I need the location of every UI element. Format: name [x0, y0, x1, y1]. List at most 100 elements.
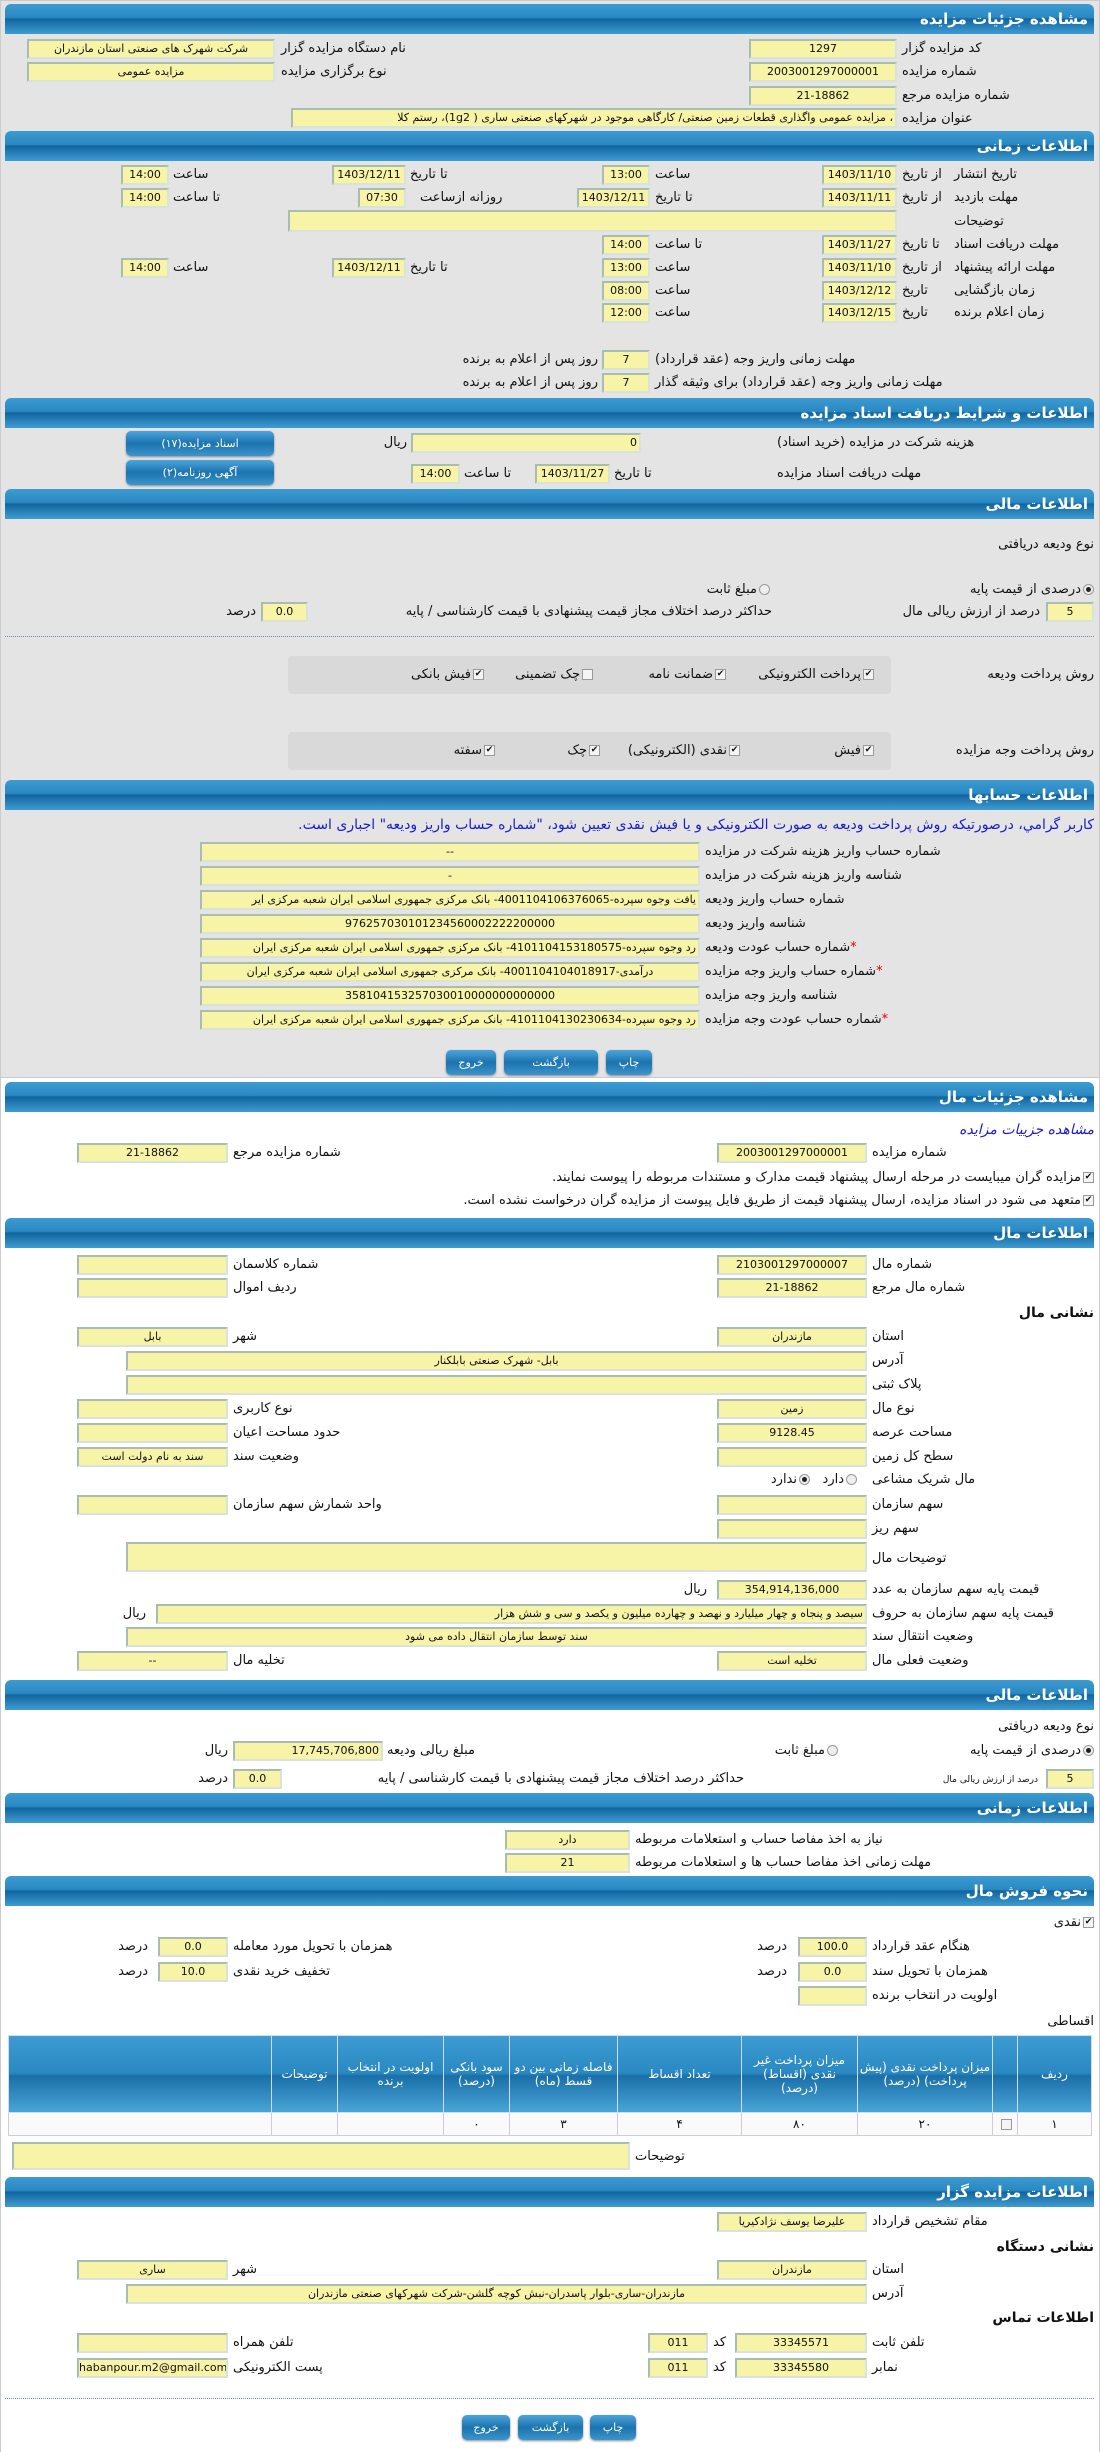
share-field[interactable] [717, 1495, 867, 1515]
org-name-field[interactable]: شرکت شهرک های صنعتی استان مازندران [27, 39, 275, 59]
item-auction-ref[interactable]: 21-18862 [77, 1143, 228, 1163]
opening-time[interactable]: 08:00 [602, 281, 650, 301]
checkbox-unchecked-icon[interactable] [1000, 2119, 1012, 2130]
class-field[interactable] [77, 1255, 228, 1275]
checkbox-checked-icon[interactable]: ✔ [589, 745, 600, 756]
seller-address-field[interactable]: مازندران-ساری-بلوار پاسدران-نبش کوچه گلش… [126, 2284, 867, 2304]
deposit-method-electronic[interactable]: ✔پرداخت الکترونیکی [758, 666, 874, 684]
fee-field[interactable]: 0 [411, 433, 641, 453]
account-field[interactable]: رد وجوه سپرده-4101104130230634- بانک مرک… [200, 1010, 700, 1030]
radio-unchecked-icon[interactable] [759, 584, 770, 595]
evacuation-field[interactable]: -- [77, 1651, 228, 1671]
attach-docs-check[interactable]: ✔مزایده گران میبایست در مرحله ارسال پیشن… [552, 1169, 1094, 1187]
account-field[interactable]: 358104153257030010000000000000 [200, 986, 700, 1006]
address-field[interactable]: بابل- شهرک صنعتی بابلکنار [126, 1351, 867, 1371]
print-button[interactable]: چاپ [606, 1050, 652, 1075]
radio-unchecked-icon[interactable] [827, 1745, 838, 1756]
visit-daily-from[interactable]: 07:30 [358, 188, 406, 208]
payment-method-cash[interactable]: ✔نقدی (الکترونیکی) [628, 742, 740, 760]
discount-field[interactable]: 10.0 [158, 1962, 228, 1982]
pay-deadline-guarantor-field[interactable]: 7 [602, 373, 650, 393]
max-diff-field[interactable]: 0.0 [233, 1769, 282, 1789]
radio-unchecked-icon[interactable] [846, 1474, 857, 1485]
sale-notes-field[interactable] [12, 2142, 630, 2170]
account-field[interactable]: 976257030101234560002222200000 [200, 914, 700, 934]
phone-code-field[interactable]: 011 [648, 2333, 708, 2353]
share-unit-field[interactable] [77, 1495, 228, 1515]
docs-to-time[interactable]: 14:00 [602, 235, 650, 255]
auction-docs-button[interactable]: اسناد مزایده(۱۷) [126, 431, 274, 456]
account-field[interactable]: - [200, 866, 700, 886]
winner-date[interactable]: 1403/12/15 [822, 303, 897, 323]
max-diff-field[interactable]: 0.0 [261, 602, 308, 622]
checkbox-checked-icon[interactable]: ✔ [715, 669, 726, 680]
offer-to-date[interactable]: 1403/12/11 [332, 258, 406, 278]
auction-ref-field[interactable]: 21-18862 [749, 86, 897, 106]
auction-subject-field[interactable]: ، مزایده عمومی واگذاری قطعات زمین صنعتی/… [291, 108, 897, 128]
auction-type-field[interactable]: مزایده عمومی [27, 62, 275, 82]
status-field[interactable]: تخلیه است [717, 1651, 867, 1671]
delivery-percent-field[interactable]: 0.0 [158, 1937, 228, 1957]
opening-date[interactable]: 1403/12/12 [822, 281, 897, 301]
small-share-field[interactable] [717, 1519, 867, 1539]
account-field[interactable]: یافت وجوه سپرده-4001104106376065- بانک م… [200, 890, 700, 910]
fax-code-field[interactable]: 011 [648, 2358, 708, 2378]
email-field[interactable]: habanpour.m2@gmail.com [77, 2358, 228, 2378]
deposit-method-bank-slip[interactable]: ✔فیش بانکی [411, 666, 484, 684]
percent-field[interactable]: 5 [1046, 1769, 1094, 1789]
building-field[interactable] [77, 1423, 228, 1443]
account-field[interactable]: رد وجوه سپرده-4101104153180575- بانک مرک… [200, 938, 700, 958]
seller-province-field[interactable]: مازندران [717, 2260, 867, 2280]
pay-deadline-field[interactable]: 7 [602, 350, 650, 370]
docs-to-date[interactable]: 1403/11/27 [822, 235, 897, 255]
fixed-option[interactable]: مبلغ ثابت [775, 1742, 838, 1760]
plate-field[interactable] [126, 1375, 867, 1395]
publish-to-date[interactable]: 1403/12/11 [332, 165, 406, 185]
exit-button[interactable]: خروج [462, 2415, 510, 2440]
cash-check[interactable]: ✔نقدی [1054, 1914, 1094, 1932]
phone-field[interactable]: 33345571 [735, 2333, 867, 2353]
deed-percent-field[interactable]: 0.0 [798, 1962, 867, 1982]
commitment-check[interactable]: ✔متعهد می شود در اسناد مزایده، ارسال پیش… [463, 1192, 1094, 1210]
payment-method-slip[interactable]: ✔فیش [834, 742, 874, 760]
radio-checked-icon[interactable] [799, 1474, 810, 1485]
fax-field[interactable]: 33345580 [735, 2358, 867, 2378]
province-field[interactable]: مازندران [717, 1327, 867, 1347]
deposit-method-guarantee[interactable]: ✔ضمانت نامه [648, 666, 726, 684]
print-button[interactable]: چاپ [590, 2415, 636, 2440]
area-field[interactable]: 9128.45 [717, 1423, 867, 1443]
percent-field[interactable]: 5 [1046, 602, 1094, 622]
visit-to-date[interactable]: 1403/12/11 [577, 188, 650, 208]
back-button[interactable]: بازگشت [504, 1050, 598, 1075]
offer-to-time[interactable]: 14:00 [121, 258, 169, 278]
checkbox-checked-icon[interactable]: ✔ [1083, 1195, 1094, 1206]
city-field[interactable]: بابل [77, 1327, 228, 1347]
visit-from-date[interactable]: 1403/11/11 [822, 188, 897, 208]
radio-checked-icon[interactable] [1083, 1745, 1094, 1756]
newspaper-ad-button[interactable]: آگهی روزنامه(۲) [126, 460, 274, 485]
account-field[interactable]: -- [200, 842, 700, 862]
publish-from-time[interactable]: 13:00 [602, 165, 650, 185]
checkbox-checked-icon[interactable]: ✔ [863, 745, 874, 756]
auction-details-link[interactable]: مشاهده جزییات مزایده [959, 1122, 1094, 1138]
asset-row-field[interactable] [77, 1278, 228, 1298]
row-select-cell[interactable] [992, 2112, 1018, 2136]
winner-time[interactable]: 12:00 [602, 303, 650, 323]
priority-field[interactable] [798, 1986, 867, 2006]
back-button[interactable]: بازگشت [518, 2415, 583, 2440]
price-number-field[interactable]: 354,914,136,000 [717, 1580, 867, 1600]
checkbox-checked-icon[interactable]: ✔ [729, 745, 740, 756]
publish-from-date[interactable]: 1403/11/10 [822, 165, 897, 185]
publish-to-time[interactable]: 14:00 [121, 165, 169, 185]
kind-field[interactable]: زمین [717, 1399, 867, 1419]
checkbox-checked-icon[interactable]: ✔ [1083, 1172, 1094, 1183]
auction-number-field[interactable]: 2003001297000001 [749, 62, 897, 82]
payment-method-promissory[interactable]: ✔سفته [454, 742, 495, 760]
clearance-field[interactable]: دارد [505, 1830, 630, 1850]
contract-percent-field[interactable]: 100.0 [798, 1937, 867, 1957]
mobile-field[interactable] [77, 2333, 228, 2353]
authority-field[interactable]: علیرضا یوسف نژادکیریا [717, 2212, 867, 2232]
radio-checked-icon[interactable] [1083, 584, 1094, 595]
seller-city-field[interactable]: ساری [77, 2260, 228, 2280]
payment-method-cheque[interactable]: ✔چک [567, 742, 600, 760]
